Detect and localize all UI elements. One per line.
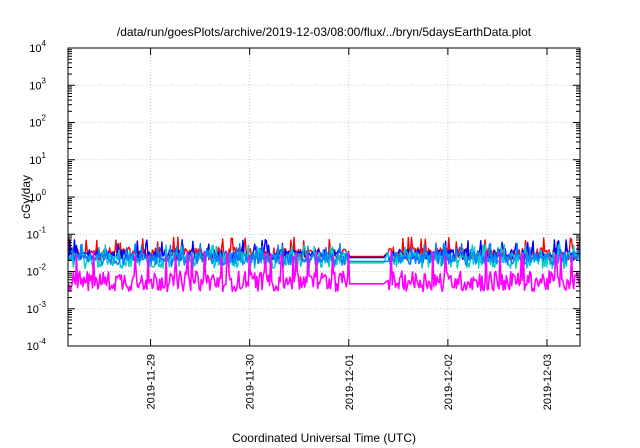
y-axis-label: cGy/day (19, 175, 33, 219)
x-tick-label: 2019-11-29 (146, 354, 158, 409)
x-axis: 2019-11-29 2019-11-30 2019-12-01 2019-12-02… (146, 48, 554, 410)
y-tick-label: 103 (29, 76, 46, 92)
chart-title: /data/run/goesPlots/archive/2019-12-03/0… (117, 25, 532, 39)
x-tick-label: 2019-12-01 (344, 354, 356, 410)
y-axis: 104 103 102 101 100 10-1 10-2 10-3 10-4 (27, 39, 580, 353)
y-tick-label: 10-1 (27, 225, 47, 241)
grid (68, 48, 580, 346)
y-tick-label: 10-3 (27, 300, 47, 316)
x-tick-label: 2019-11-30 (245, 354, 257, 409)
y-tick-label: 100 (29, 188, 46, 204)
x-axis-label: Coordinated Universal Time (UTC) (232, 431, 416, 445)
x-tick-label: 2019-12-02 (443, 354, 455, 410)
y-tick-label: 101 (29, 151, 46, 167)
series-group (67, 236, 581, 293)
y-tick-label: 102 (29, 114, 46, 130)
series-line (67, 250, 581, 293)
y-tick-label: 104 (29, 39, 46, 55)
y-tick-label: 10-4 (27, 337, 47, 353)
y-tick-label: 10-2 (27, 263, 47, 279)
x-tick-label: 2019-12-03 (542, 354, 554, 410)
